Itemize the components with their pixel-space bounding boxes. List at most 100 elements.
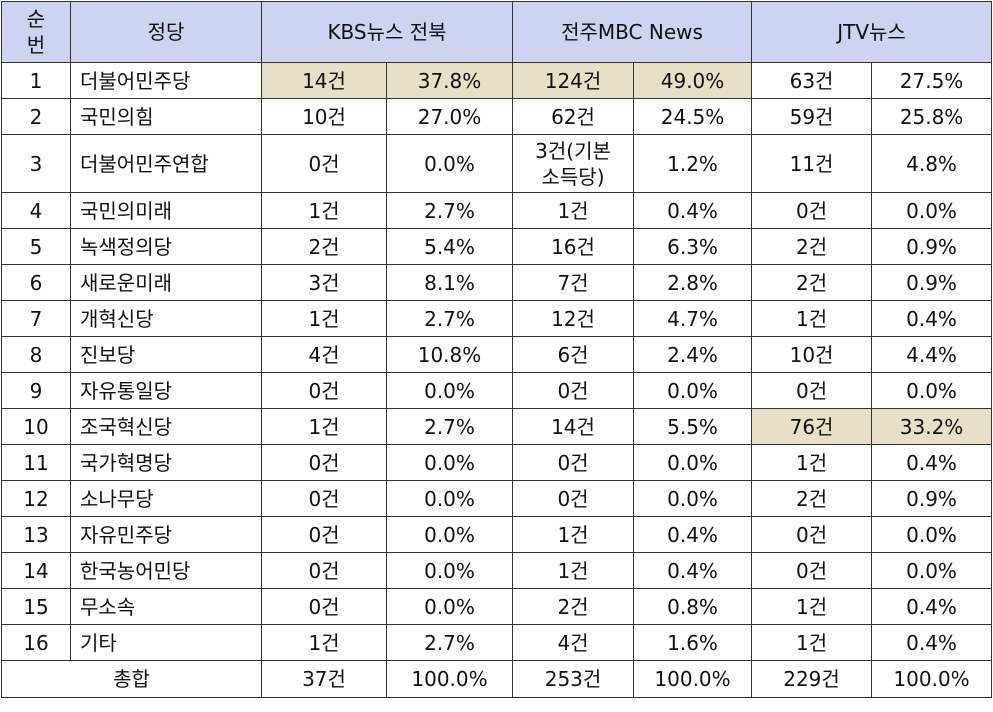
party-cell: 녹색정의당	[70, 228, 262, 265]
count-cell: 14건	[512, 408, 635, 445]
percent-cell: 10.8%	[385, 336, 514, 373]
rank-cell: 6	[1, 264, 71, 301]
count-cell: 0건	[751, 372, 873, 409]
count-cell: 0건	[751, 552, 873, 589]
source-header-kbs: KBS뉴스 전북	[260, 1, 514, 63]
total-cell: 100.0%	[633, 660, 753, 698]
percent-cell: 0.0%	[633, 480, 753, 517]
count-cell: 16건	[512, 228, 635, 265]
percent-cell: 0.9%	[871, 480, 993, 517]
count-cell: 1건	[751, 444, 873, 481]
table-row: 1 더불어민주당 14건 37.8% 124건 49.0% 63건 27.5%	[1, 62, 993, 99]
percent-cell: 2.7%	[385, 624, 514, 661]
table-row: 2 국민의힘 10건 27.0% 62건 24.5% 59건 25.8%	[1, 98, 993, 135]
table-row: 14 한국농어민당 0건 0.0% 1건 0.4% 0건 0.0%	[1, 552, 993, 589]
table-row: 7 개혁신당 1건 2.7% 12건 4.7% 1건 0.4%	[1, 300, 993, 337]
count-cell: 0건	[261, 480, 387, 517]
total-label: 총합	[1, 660, 262, 698]
party-cell: 개혁신당	[70, 300, 262, 337]
percent-cell: 0.4%	[871, 444, 993, 481]
party-cell: 새로운미래	[70, 264, 262, 301]
count-cell: 124건	[512, 62, 635, 99]
party-cell: 더불어민주연합	[70, 134, 262, 193]
rank-cell: 1	[1, 62, 71, 99]
count-cell: 0건	[261, 516, 387, 553]
party-cell: 국민의힘	[70, 98, 262, 135]
rank-cell: 12	[1, 480, 71, 517]
table-row: 16 기타 1건 2.7% 4건 1.6% 1건 0.4%	[1, 624, 993, 661]
table-row: 4 국민의미래 1건 2.7% 1건 0.4% 0건 0.0%	[1, 192, 993, 229]
count-cell: 2건	[512, 588, 635, 625]
table-row: 5 녹색정의당 2건 5.4% 16건 6.3% 2건 0.9%	[1, 228, 993, 265]
count-cell: 1건	[512, 516, 635, 553]
party-header: 정당	[70, 1, 262, 63]
count-cell: 3건	[261, 264, 387, 301]
count-cell: 1건	[261, 192, 387, 229]
percent-cell: 2.7%	[385, 192, 514, 229]
percent-cell: 0.0%	[385, 372, 514, 409]
party-cell: 자유민주당	[70, 516, 262, 553]
percent-cell: 24.5%	[633, 98, 753, 135]
total-cell: 229건	[751, 660, 873, 698]
table-row: 12 소나무당 0건 0.0% 0건 0.0% 2건 0.9%	[1, 480, 993, 517]
rank-cell: 15	[1, 588, 71, 625]
percent-cell: 4.7%	[633, 300, 753, 337]
count-cell: 10건	[751, 336, 873, 373]
count-cell: 12건	[512, 300, 635, 337]
total-cell: 100.0%	[871, 660, 993, 698]
table-row: 13 자유민주당 0건 0.0% 1건 0.4% 0건 0.0%	[1, 516, 993, 553]
count-cell: 1건	[261, 624, 387, 661]
percent-cell: 0.9%	[871, 264, 993, 301]
count-cell: 2건	[751, 480, 873, 517]
table-row: 11 국가혁명당 0건 0.0% 0건 0.0% 1건 0.4%	[1, 444, 993, 481]
percent-cell: 37.8%	[385, 62, 514, 99]
rank-cell: 8	[1, 336, 71, 373]
rank-cell: 16	[1, 624, 71, 661]
count-cell: 2건	[751, 228, 873, 265]
percent-cell: 0.9%	[871, 228, 993, 265]
total-cell: 100.0%	[385, 660, 514, 698]
percent-cell: 25.8%	[871, 98, 993, 135]
rank-cell: 9	[1, 372, 71, 409]
count-cell: 1건	[512, 192, 635, 229]
party-cell: 무소속	[70, 588, 262, 625]
party-cell: 기타	[70, 624, 262, 661]
rank-cell: 2	[1, 98, 71, 135]
party-cell: 더불어민주당	[70, 62, 262, 99]
count-cell: 4건	[261, 336, 387, 373]
count-cell: 76건	[751, 408, 873, 445]
percent-cell: 27.5%	[871, 62, 993, 99]
table-row: 10 조국혁신당 1건 2.7% 14건 5.5% 76건 33.2%	[1, 408, 993, 445]
rank-cell: 14	[1, 552, 71, 589]
rank-header: 순번	[1, 1, 71, 63]
percent-cell: 2.4%	[633, 336, 753, 373]
party-coverage-table: 순번 정당 KBS뉴스 전북 전주MBC News JTV뉴스 1 더불어민주당 1…	[1, 1, 993, 698]
count-cell: 0건	[261, 134, 387, 193]
total-row: 총합 37건 100.0% 253건 100.0% 229건 100.0%	[1, 660, 993, 698]
count-cell: 6건	[512, 336, 635, 373]
party-cell: 한국농어민당	[70, 552, 262, 589]
party-cell: 소나무당	[70, 480, 262, 517]
percent-cell: 2.7%	[385, 408, 514, 445]
count-cell: 0건	[261, 552, 387, 589]
count-cell: 4건	[512, 624, 635, 661]
count-cell: 1건	[751, 624, 873, 661]
count-cell: 11건	[751, 134, 873, 193]
count-cell: 2건	[261, 228, 387, 265]
percent-cell: 0.0%	[871, 552, 993, 589]
total-cell: 253건	[512, 660, 635, 698]
count-cell: 0건	[751, 192, 873, 229]
percent-cell: 0.0%	[871, 372, 993, 409]
party-cell: 국가혁명당	[70, 444, 262, 481]
count-cell: 0건	[751, 516, 873, 553]
party-cell: 진보당	[70, 336, 262, 373]
count-cell: 1건	[751, 300, 873, 337]
table-row: 6 새로운미래 3건 8.1% 7건 2.8% 2건 0.9%	[1, 264, 993, 301]
count-cell: 63건	[751, 62, 873, 99]
percent-cell: 2.8%	[633, 264, 753, 301]
percent-cell: 0.4%	[871, 588, 993, 625]
count-cell: 7건	[512, 264, 635, 301]
party-cell: 자유통일당	[70, 372, 262, 409]
rank-cell: 3	[1, 134, 71, 193]
count-cell: 3건(기본 소득당)	[512, 134, 635, 193]
